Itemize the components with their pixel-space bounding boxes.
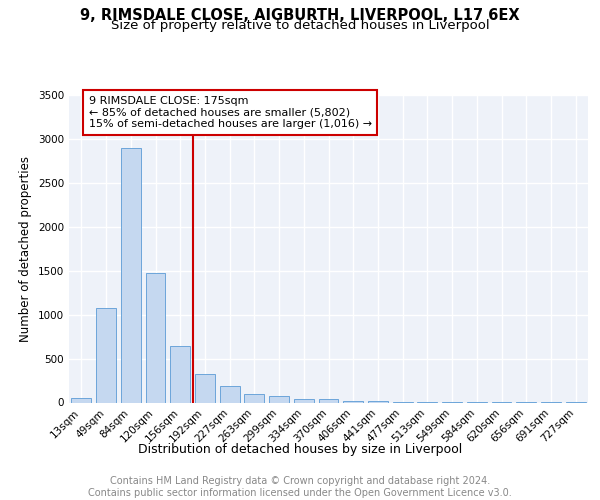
Text: 9 RIMSDALE CLOSE: 175sqm
← 85% of detached houses are smaller (5,802)
15% of sem: 9 RIMSDALE CLOSE: 175sqm ← 85% of detach… — [89, 96, 372, 129]
Bar — [368, 401, 388, 402]
Bar — [220, 386, 239, 402]
Bar — [319, 400, 338, 402]
Text: Size of property relative to detached houses in Liverpool: Size of property relative to detached ho… — [110, 19, 490, 32]
Text: Distribution of detached houses by size in Liverpool: Distribution of detached houses by size … — [138, 442, 462, 456]
Bar — [294, 398, 314, 402]
Bar — [244, 394, 264, 402]
Bar — [121, 148, 140, 402]
Bar — [96, 308, 116, 402]
Bar — [343, 400, 363, 402]
Bar — [170, 346, 190, 403]
Bar — [71, 398, 91, 402]
Bar — [269, 396, 289, 402]
Bar — [146, 274, 166, 402]
Text: 9, RIMSDALE CLOSE, AIGBURTH, LIVERPOOL, L17 6EX: 9, RIMSDALE CLOSE, AIGBURTH, LIVERPOOL, … — [80, 8, 520, 22]
Text: Contains HM Land Registry data © Crown copyright and database right 2024.
Contai: Contains HM Land Registry data © Crown c… — [88, 476, 512, 498]
Bar — [195, 374, 215, 402]
Y-axis label: Number of detached properties: Number of detached properties — [19, 156, 32, 342]
